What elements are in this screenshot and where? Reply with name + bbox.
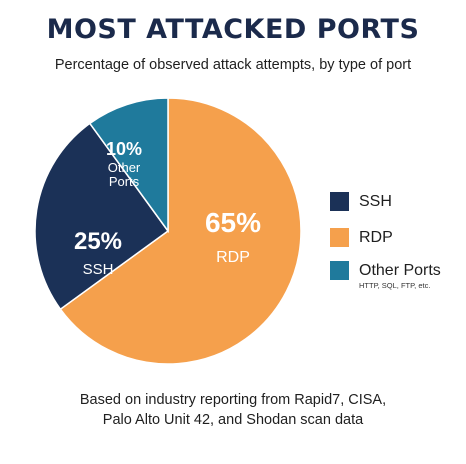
footnote-line-2: Palo Alto Unit 42, and Shodan scan data bbox=[102, 412, 364, 428]
legend-swatch-rdp bbox=[330, 228, 349, 247]
chart-title: MOST ATTACKED PORTS bbox=[46, 14, 420, 45]
slice-value-label-other-ports: 10% bbox=[106, 139, 142, 159]
legend-sublabel-other-ports: HTTP, SQL, FTP, etc. bbox=[359, 281, 431, 290]
slice-name-label-rdp: RDP bbox=[216, 249, 250, 266]
pie-slice-ssh bbox=[34, 122, 170, 311]
slice-name-label-other-ports: Other Ports bbox=[108, 160, 141, 189]
legend-item-rdp: RDP bbox=[330, 228, 393, 247]
legend-item-ssh: SSH bbox=[330, 192, 392, 211]
legend-swatch-ssh bbox=[330, 192, 349, 211]
chart-subtitle: Percentage of observed attack attempts, … bbox=[54, 57, 412, 73]
legend-label-ssh: SSH bbox=[359, 193, 392, 210]
legend-label-rdp: RDP bbox=[359, 229, 393, 246]
slice-name-label-ssh: SSH bbox=[83, 261, 114, 278]
legend-item-other-ports: Other Ports HTTP, SQL, FTP, etc. bbox=[330, 261, 441, 290]
slice-value-label-ssh: 25% bbox=[74, 228, 122, 255]
footnote-line-1: Based on industry reporting from Rapid7,… bbox=[79, 392, 387, 408]
pie-slice-other-ports bbox=[88, 97, 169, 234]
legend-label-other-ports: Other Ports bbox=[359, 262, 441, 279]
slice-value-label-rdp: 65% bbox=[205, 207, 261, 238]
legend-swatch-other-ports bbox=[330, 261, 349, 280]
pie-slice-rdp bbox=[59, 97, 302, 365]
source-footnote: Based on industry reporting from Rapid7,… bbox=[0, 390, 466, 430]
